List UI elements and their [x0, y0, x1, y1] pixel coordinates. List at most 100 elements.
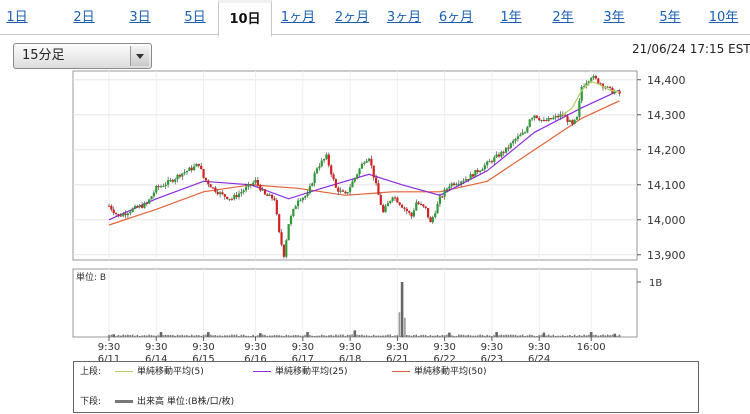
volume-bar — [521, 334, 524, 337]
candle-body — [313, 173, 316, 184]
candle-body — [346, 192, 349, 194]
volume-bar — [129, 334, 132, 337]
candle-body — [289, 215, 293, 225]
volume-bar — [141, 335, 143, 337]
candle-body — [426, 207, 430, 218]
volume-bar — [328, 335, 330, 337]
candle-body — [571, 120, 574, 124]
volume-bar — [252, 334, 254, 337]
tab-8[interactable]: 6ヶ月 — [438, 10, 474, 25]
candle-body — [367, 158, 371, 161]
volume-bar — [604, 335, 607, 337]
candle-body — [580, 86, 583, 101]
volume-bar — [302, 335, 304, 337]
volume-bar — [231, 334, 233, 337]
tab-9[interactable]: 1年 — [500, 10, 522, 25]
candle-body — [486, 161, 489, 166]
date-tick-label: 6/22 — [433, 354, 455, 365]
candle-body — [408, 211, 411, 213]
volume-spike-bar — [210, 335, 212, 337]
volume-bar — [198, 335, 200, 337]
candle-body — [348, 187, 352, 193]
candle-body — [230, 198, 234, 200]
volume-spike-bar — [204, 334, 207, 337]
date-tick-label: 6/21 — [386, 354, 408, 365]
candle-body — [365, 160, 368, 163]
volume-bar — [202, 334, 205, 337]
legend-sma50-label: 単純移動平均(50) — [414, 367, 487, 377]
volume-bar — [136, 334, 139, 337]
volume-bar — [233, 334, 236, 337]
candle-body — [261, 189, 264, 191]
tab-2[interactable]: 3日 — [129, 10, 151, 25]
volume-bar — [273, 335, 276, 337]
volume-bar — [335, 334, 337, 337]
volume-bar — [517, 335, 519, 337]
candle-body — [195, 163, 198, 167]
volume-bar — [174, 335, 176, 337]
candle-body — [519, 134, 522, 137]
candle-body — [436, 203, 439, 214]
volume-bar — [387, 334, 389, 337]
volume-bar — [358, 334, 361, 337]
tab-0[interactable]: 1日 — [6, 10, 28, 25]
candle-body — [483, 165, 486, 170]
volume-bar — [242, 334, 245, 337]
volume-bar — [325, 335, 328, 337]
volume-bar — [195, 334, 198, 337]
tab-3[interactable]: 5日 — [184, 10, 206, 25]
time-tick-label: 9:30 — [528, 342, 550, 353]
tab-12[interactable]: 5年 — [659, 10, 681, 25]
candle-body — [188, 167, 191, 171]
volume-spike-bar — [545, 335, 548, 337]
volume-bar — [538, 335, 540, 337]
candle-body — [315, 168, 319, 174]
candle-body — [533, 115, 536, 119]
date-tick-label: 6/17 — [292, 354, 314, 365]
candle-body — [618, 90, 621, 94]
candle-body — [178, 174, 182, 177]
price-tick-label: 14,300 — [647, 109, 686, 122]
volume-bar — [266, 335, 269, 337]
tab-11[interactable]: 3年 — [603, 10, 625, 25]
volume-bar — [346, 334, 349, 337]
interval-select[interactable]: 15分足 — [13, 43, 152, 69]
tab-1[interactable]: 2日 — [73, 10, 95, 25]
tab-7[interactable]: 3ヶ月 — [386, 10, 422, 25]
volume-bar — [193, 335, 195, 337]
legend-sma25-label: 単純移動平均(25) — [275, 367, 348, 377]
candle-body — [438, 196, 442, 204]
volume-bar — [420, 335, 422, 337]
tab-13[interactable]: 10年 — [708, 10, 739, 25]
volume-spike-bar — [112, 334, 116, 337]
volume-bar — [536, 335, 538, 337]
sma25-line — [108, 89, 620, 221]
tab-6[interactable]: 2ヶ月 — [334, 10, 370, 25]
candle-body — [171, 180, 174, 182]
candle-body — [353, 177, 356, 182]
candle-body — [136, 205, 139, 208]
candle-body — [263, 189, 267, 195]
tab-5[interactable]: 1ヶ月 — [280, 10, 316, 25]
candle-body — [166, 180, 170, 185]
candle-body — [582, 86, 586, 88]
tab-4[interactable]: 10日 — [218, 0, 272, 37]
volume-bar — [410, 335, 413, 337]
volume-bar — [481, 335, 484, 337]
volume-spike-bar — [616, 335, 619, 337]
volume-bar — [276, 335, 278, 337]
volume-bar — [583, 334, 585, 337]
volume-bar — [580, 335, 583, 337]
legend-upper-label: 上段: — [80, 367, 102, 377]
volume-bar — [566, 335, 569, 337]
volume-tick-label: 1B — [649, 278, 662, 289]
tab-10[interactable]: 2年 — [552, 10, 574, 25]
volume-bar — [460, 334, 462, 337]
price-tick-label: 14,400 — [647, 74, 686, 87]
candle-body — [273, 198, 276, 201]
candle-body — [318, 166, 321, 169]
volume-bar — [491, 335, 493, 337]
candle-body — [138, 205, 141, 208]
candle-body — [308, 186, 312, 194]
volume-bar — [228, 335, 231, 337]
